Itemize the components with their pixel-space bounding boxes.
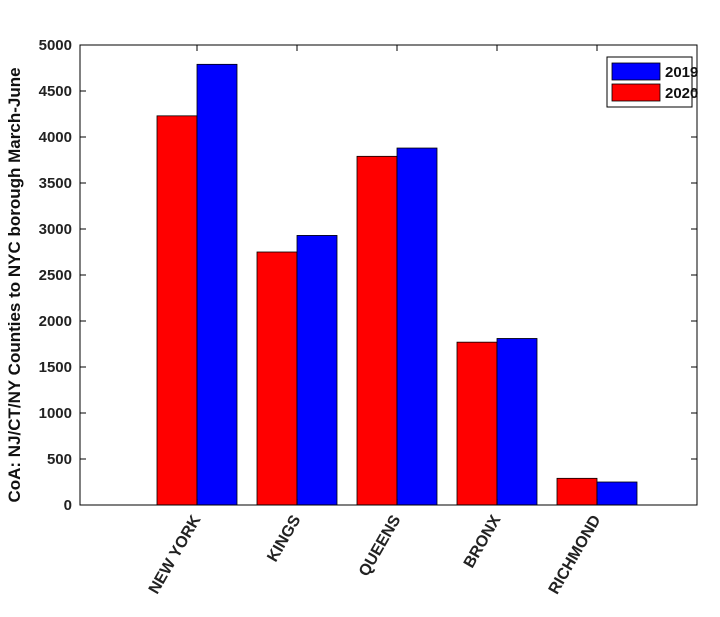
bar-2020-kings bbox=[256, 251, 298, 506]
x-tick-label: QUEENS bbox=[356, 512, 405, 579]
legend: 2019 2020 bbox=[606, 56, 698, 108]
y-tick-label: 4500 bbox=[39, 83, 72, 100]
x-tick-label: NEW YORK bbox=[146, 512, 205, 597]
y-tick-label: 500 bbox=[47, 451, 72, 468]
y-tick-label: 1500 bbox=[39, 359, 72, 376]
y-tick-label: 4000 bbox=[39, 129, 72, 146]
x-tick-label: BRONX bbox=[461, 512, 505, 571]
bar-2019-richmond bbox=[596, 481, 638, 506]
y-tick-label: 2500 bbox=[39, 267, 72, 284]
bar-2020-queens bbox=[356, 155, 398, 506]
y-tick-label: 3500 bbox=[39, 175, 72, 192]
x-tick-label: RICHMOND bbox=[546, 513, 605, 598]
legend-label-2019: 2019 bbox=[665, 64, 698, 81]
bar-2020-richmond bbox=[556, 477, 598, 506]
bar-2020-bronx bbox=[456, 341, 498, 506]
legend-label-2020: 2020 bbox=[665, 85, 698, 102]
y-tick-label: 5000 bbox=[39, 37, 72, 54]
x-tick-label: KINGS bbox=[264, 512, 304, 565]
bar-2019-new-york bbox=[196, 63, 238, 506]
y-tick-label: 2000 bbox=[39, 313, 72, 330]
y-tick-label: 3000 bbox=[39, 221, 72, 238]
legend-swatch-2019 bbox=[611, 62, 661, 81]
bar-2019-queens bbox=[396, 147, 438, 506]
bar-2020-new-york bbox=[156, 115, 198, 506]
y-axis-label: CoA: NJ/CT/NY Counties to NYC borough Ma… bbox=[5, 67, 24, 502]
bars-group bbox=[156, 63, 638, 506]
y-tick-label: 1000 bbox=[39, 405, 72, 422]
bar-2019-kings bbox=[296, 235, 338, 506]
bar-2019-bronx bbox=[496, 338, 538, 506]
y-tick-label: 0 bbox=[64, 497, 72, 514]
legend-swatch-2020 bbox=[611, 83, 661, 102]
